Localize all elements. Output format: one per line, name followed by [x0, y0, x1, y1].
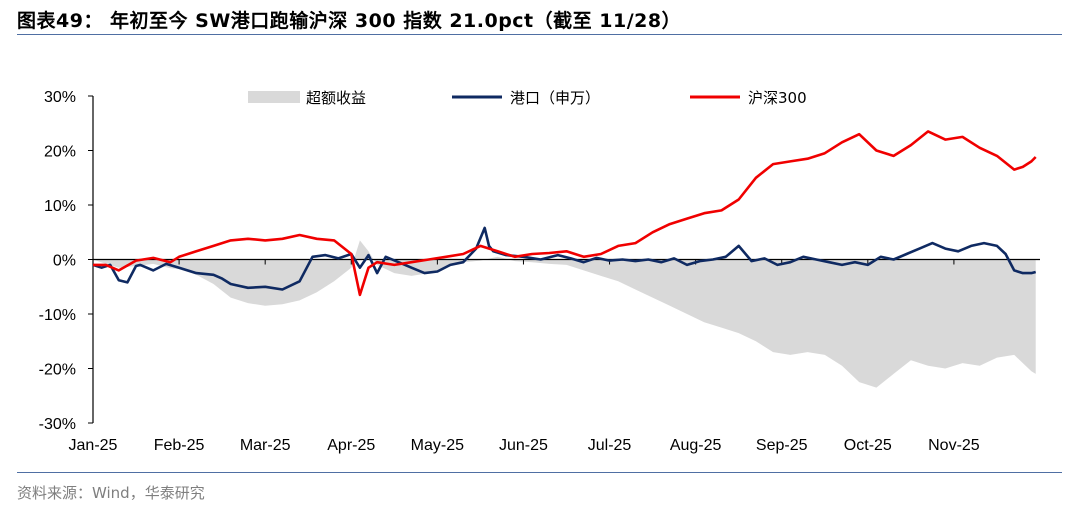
series-line-port — [92, 226, 1037, 291]
legend: 超额收益 港口（申万） 沪深300 — [248, 89, 807, 107]
x-tick-label: Jun-25 — [499, 437, 548, 454]
y-tick-label: 0% — [53, 253, 76, 270]
x-tick-label: Nov-25 — [928, 437, 980, 454]
x-tick-label: Sep-25 — [756, 437, 808, 454]
axes-layer: -30% -20% -10% 0% 10% 20% 30% Jan-25 Feb-25 Mar-2… — [39, 89, 1040, 454]
x-tick-label: Mar-25 — [240, 437, 291, 454]
x-tick-label: Apr-25 — [327, 437, 375, 454]
series-lines-layer — [92, 130, 1037, 297]
y-tick-label: 20% — [44, 144, 76, 161]
source-note: 资料来源：Wind，华泰研究 — [17, 484, 205, 502]
y-tick-label: -20% — [39, 362, 76, 379]
x-tick-label: Jul-25 — [588, 437, 632, 454]
y-tick-label: 10% — [44, 198, 76, 215]
excess-return-area-layer — [93, 240, 1036, 388]
series-line-csi300 — [93, 130, 1037, 297]
title-divider — [17, 34, 1062, 35]
x-tick-label: Feb-25 — [154, 437, 205, 454]
chart: -30% -20% -10% 0% 10% 20% 30% Jan-25 Feb-25 Mar-2… — [39, 89, 1040, 454]
legend-label: 沪深300 — [748, 89, 807, 107]
legend-label: 超额收益 — [306, 89, 366, 107]
x-tick-label: Aug-25 — [670, 437, 722, 454]
legend-label: 港口（申万） — [510, 89, 600, 107]
y-tick-label: -30% — [39, 416, 76, 433]
y-tick-label: -10% — [39, 307, 76, 324]
y-tick-label: 30% — [44, 89, 76, 106]
source-divider — [17, 472, 1062, 473]
page-title: 图表49： 年初至今 SW港口跑输沪深 300 指数 21.0pct（截至 11… — [17, 10, 682, 32]
legend-swatch — [248, 91, 300, 103]
x-tick-label: May-25 — [411, 437, 464, 454]
x-tick-label: Oct-25 — [844, 437, 892, 454]
x-tick-label: Jan-25 — [69, 437, 118, 454]
series-area-excess-return — [93, 240, 1036, 388]
